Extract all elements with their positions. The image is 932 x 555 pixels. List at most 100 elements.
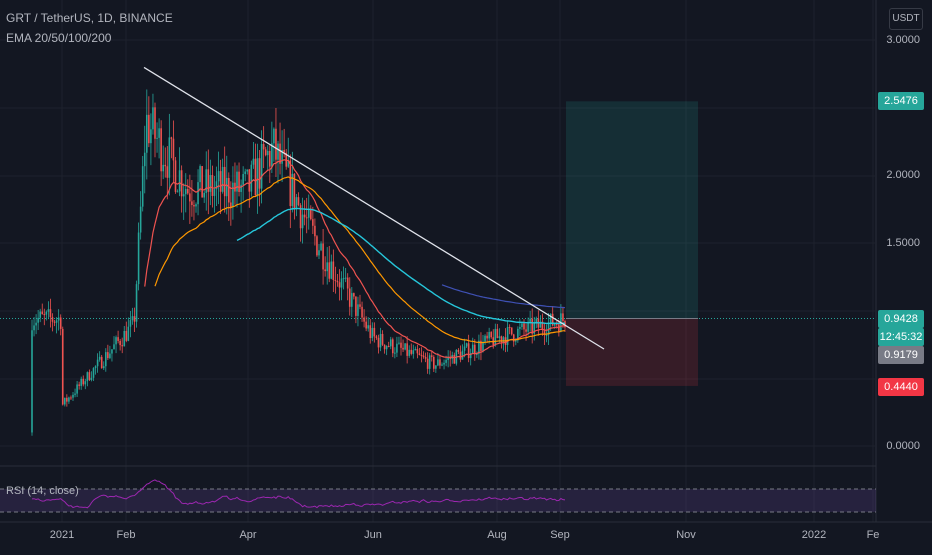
candle-body xyxy=(512,334,515,342)
rsi-label[interactable]: RSI (14, close) xyxy=(6,485,79,497)
candle-body xyxy=(478,340,480,354)
candle-body xyxy=(154,107,156,139)
candle-body xyxy=(307,208,310,218)
currency-button[interactable]: USDT xyxy=(889,8,923,30)
candle-body xyxy=(539,321,542,328)
candle-body xyxy=(119,340,121,346)
candle-body xyxy=(445,359,447,363)
candle-body xyxy=(78,384,80,386)
candle-body xyxy=(158,128,160,138)
candle-body xyxy=(453,354,456,364)
candle-body xyxy=(279,143,281,164)
candle-body xyxy=(45,311,48,315)
candle-body xyxy=(541,321,544,330)
candle-body xyxy=(344,277,347,279)
candle-body xyxy=(127,326,130,341)
candle-body xyxy=(359,304,361,307)
candle-body xyxy=(273,128,275,144)
candle-body xyxy=(238,171,240,192)
candle-body xyxy=(156,137,158,139)
candle-body xyxy=(365,321,367,329)
candle-body xyxy=(510,327,513,335)
candle-body xyxy=(228,177,230,203)
candle-body xyxy=(517,328,519,341)
candle-body xyxy=(435,365,437,369)
candle-body xyxy=(295,197,298,209)
candle-body xyxy=(189,193,191,202)
candle-body xyxy=(406,343,408,356)
candle-body xyxy=(463,346,466,351)
x-axis-label: Feb xyxy=(116,529,136,541)
candle-body xyxy=(164,164,167,167)
candle-body xyxy=(367,325,369,329)
candle-body xyxy=(418,353,421,355)
candle-body xyxy=(271,143,273,167)
candle-body xyxy=(166,166,169,178)
candle-body xyxy=(133,316,136,322)
candle-body xyxy=(398,342,400,344)
candle-body xyxy=(217,171,220,182)
candle-body xyxy=(162,164,164,172)
candle-body xyxy=(277,143,279,160)
candle-body xyxy=(176,191,179,193)
candle-body xyxy=(529,318,531,322)
current-price-tag: 0.9428 xyxy=(878,310,924,328)
candle-body xyxy=(221,166,224,192)
candle-body xyxy=(260,143,263,189)
candle-body xyxy=(439,359,441,366)
candle-body xyxy=(121,345,123,347)
candle-body xyxy=(266,150,269,156)
candle-body xyxy=(340,278,343,288)
candle-body xyxy=(355,296,357,316)
candle-body xyxy=(49,309,52,318)
candle-body xyxy=(437,359,439,366)
candle-body xyxy=(178,170,181,192)
candle-body xyxy=(211,175,214,196)
y-axis-label: 1.5000 xyxy=(886,237,920,249)
candle-body xyxy=(225,177,228,197)
y-axis-label: 3.0000 xyxy=(886,34,920,46)
candle-body xyxy=(457,349,460,352)
candle-body xyxy=(420,354,423,356)
candle-body xyxy=(152,107,154,130)
candle-body xyxy=(377,337,380,348)
candle-body xyxy=(31,330,33,433)
candle-body xyxy=(250,164,253,192)
ema-100-line xyxy=(236,207,566,325)
candle-body xyxy=(94,366,97,369)
candle-body xyxy=(379,333,382,348)
candle-body xyxy=(100,356,103,369)
candle-body xyxy=(396,343,398,353)
candle-body xyxy=(525,329,527,332)
candle-body xyxy=(408,349,410,356)
candle-body xyxy=(383,344,386,350)
candle-body xyxy=(291,173,294,207)
candle-body xyxy=(283,149,285,153)
candle-body xyxy=(500,336,503,343)
candle-body xyxy=(148,114,150,144)
candle-body xyxy=(316,236,318,256)
indicator-legend[interactable]: EMA 20/50/100/200 xyxy=(6,31,112,45)
candle-body xyxy=(92,368,95,378)
candle-body xyxy=(160,128,162,172)
candle-body xyxy=(318,250,320,256)
candle-body xyxy=(496,328,499,339)
candle-body xyxy=(55,320,58,323)
candle-body xyxy=(215,181,218,190)
candle-body xyxy=(508,327,511,329)
symbol-title[interactable]: GRT / TetherUS, 1D, BINANCE xyxy=(6,11,173,25)
ema-50-line xyxy=(154,176,566,344)
candle-body xyxy=(131,316,134,321)
candle-body xyxy=(400,342,402,348)
candle-body xyxy=(519,327,521,329)
candle-body xyxy=(297,197,300,206)
candle-body xyxy=(254,158,257,196)
candle-body xyxy=(301,214,304,229)
candle-body xyxy=(556,323,558,325)
candle-body xyxy=(68,397,70,402)
x-axis-label: Sep xyxy=(550,529,570,541)
candle-body xyxy=(123,330,126,347)
candle-body xyxy=(234,182,236,192)
